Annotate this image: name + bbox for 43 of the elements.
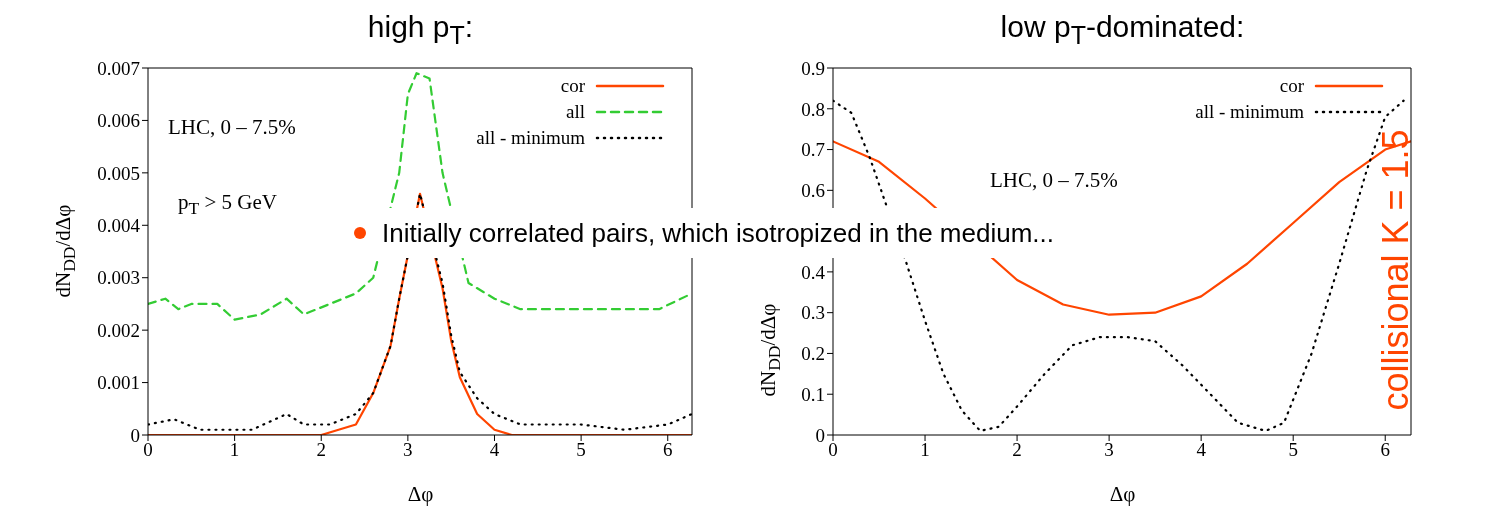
chart-title: low p$_{T}$-dominated: [999,10,1246,50]
y-tick-label: 0.006 [97,110,140,132]
legend-label: cor [1279,75,1304,97]
annotation: LHC, 0 – 7.5% [168,115,296,140]
x-axis-title: Δφ [1108,482,1137,507]
y-tick-label: 0.1 [801,383,825,405]
y-tick-label: 0.001 [97,372,140,394]
x-tick-label: 1 [229,439,240,461]
y-tick-label: 0.007 [97,57,140,79]
y-tick-label: 0.004 [97,215,141,237]
y-tick-label: 0.005 [97,162,140,184]
y-tick-label: 0.7 [801,139,825,161]
y-tick-label: 0 [815,424,825,446]
x-tick-label: 3 [1104,439,1114,461]
x-tick-label: 5 [576,439,586,461]
annotation: LHC, 0 – 7.5% [990,168,1118,193]
y-tick-label: 0.4 [801,261,826,283]
x-tick-label: 6 [1380,439,1390,461]
y-tick-label: 0.3 [801,302,825,324]
annotation: p$_{T}$ > 5 GeV [178,190,277,220]
x-tick-label: 3 [403,439,413,461]
annotation: Initially correlated pairs, which isotropized in the medium... [382,217,1054,249]
legend-label: all - minimum [476,127,585,149]
x-tick-label: 2 [316,439,326,461]
x-tick-label: 4 [489,439,500,461]
y-tick-label: 0 [130,424,140,446]
x-tick-label: 2 [1012,439,1022,461]
y-tick-label: 0.9 [801,57,825,79]
y-tick-label: 0.2 [801,343,825,365]
x-tick-label: 6 [663,439,673,461]
y-tick-label: 0.6 [801,180,825,202]
chart-title: high p$_{T}$: [366,10,475,50]
x-tick-label: 4 [1196,439,1207,461]
x-tick-label: 5 [1288,439,1298,461]
legend-label: all - minimum [1195,101,1304,123]
y-tick-label: 0.8 [801,98,825,120]
legend-label: cor [560,75,585,97]
x-axis-title: Δφ [406,482,435,507]
annotation: collisional K = 1.5 [1375,129,1416,411]
y-tick-label: 0.003 [97,267,140,289]
legend-label: all [566,101,585,123]
x-tick-label: 1 [920,439,930,461]
y-tick-label: 0.002 [97,319,140,341]
